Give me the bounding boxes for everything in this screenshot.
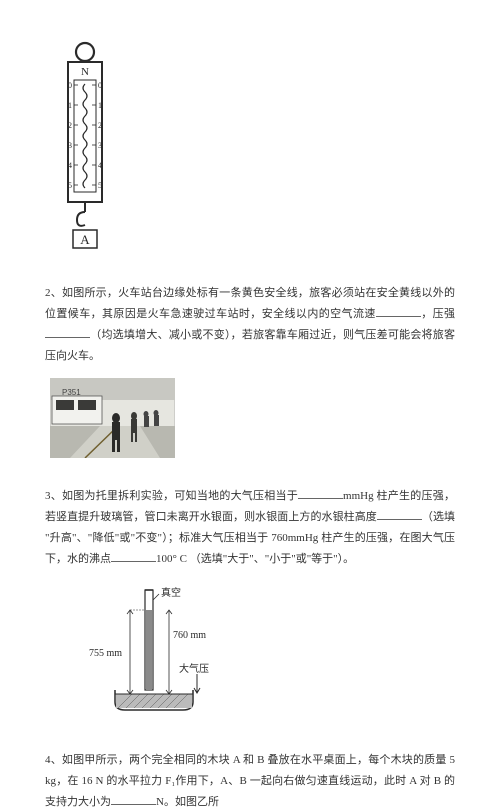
svg-text:4: 4 bbox=[68, 161, 72, 170]
svg-text:5: 5 bbox=[68, 181, 72, 190]
question-4: 4、如图甲所示，两个完全相同的木块 A 和 B 叠放在水平桌面上，每个木块的质量… bbox=[45, 750, 455, 812]
blank bbox=[376, 305, 421, 317]
torricelli-svg: 真空 755 mm 760 mm 大气压 bbox=[85, 582, 215, 717]
blank bbox=[111, 550, 156, 562]
blank bbox=[298, 487, 343, 499]
svg-text:0: 0 bbox=[98, 81, 102, 90]
train-platform-figure: P351 bbox=[50, 378, 455, 466]
question-2: 2、如图所示，火车站台边缘处标有一条黄色安全线，旅客必须站在安全黄线以外的位置候… bbox=[45, 283, 455, 367]
blank bbox=[377, 508, 422, 520]
pressure-label: 大气压 bbox=[179, 662, 209, 675]
blank bbox=[45, 326, 90, 338]
train-svg: P351 bbox=[50, 378, 175, 458]
box-label: A bbox=[80, 232, 90, 247]
q3-mid3: 100° C （选填"大于"、"小于"或"等于"）。 bbox=[156, 553, 354, 565]
vacuum-label: 真空 bbox=[161, 586, 181, 599]
svg-text:0: 0 bbox=[68, 81, 72, 90]
q3-pre: 3、如图为托里拆利实验，可知当地的大气压相当于 bbox=[45, 490, 298, 502]
svg-text:4: 4 bbox=[98, 161, 102, 170]
torricelli-figure: 真空 755 mm 760 mm 大气压 bbox=[85, 582, 455, 725]
q4-pre: 4、如图甲所示，两个完全相同的木块 A 和 B 叠放在水平桌面上，每个木块的质量… bbox=[45, 754, 455, 808]
q4-post: N。如图乙所 bbox=[156, 796, 219, 808]
svg-text:3: 3 bbox=[68, 141, 72, 150]
spring-scale-figure: N 0 1 2 3 4 5 0 1 2 3 4 5 A bbox=[50, 40, 455, 258]
right-height: 760 mm bbox=[173, 630, 206, 641]
q2-mid2: （均选填增大、减小或不变），若旅客靠车厢过近，则气压差可能会将旅客压向火车。 bbox=[45, 329, 455, 362]
svg-text:5: 5 bbox=[98, 181, 102, 190]
question-3: 3、如图为托里拆利实验，可知当地的大气压相当于mmHg 柱产生的压强，若竖直提升… bbox=[45, 486, 455, 570]
svg-text:3: 3 bbox=[98, 141, 102, 150]
blank bbox=[111, 793, 156, 805]
unit-label: N bbox=[81, 66, 89, 78]
svg-text:2: 2 bbox=[68, 121, 72, 130]
svg-text:1: 1 bbox=[98, 101, 102, 110]
q2-mid1: ，压强 bbox=[421, 308, 455, 320]
svg-text:1: 1 bbox=[68, 101, 72, 110]
left-height: 755 mm bbox=[89, 648, 122, 659]
svg-text:2: 2 bbox=[98, 121, 102, 130]
spring-scale-svg: N 0 1 2 3 4 5 0 1 2 3 4 5 A bbox=[50, 40, 120, 250]
train-label: P351 bbox=[62, 388, 81, 397]
